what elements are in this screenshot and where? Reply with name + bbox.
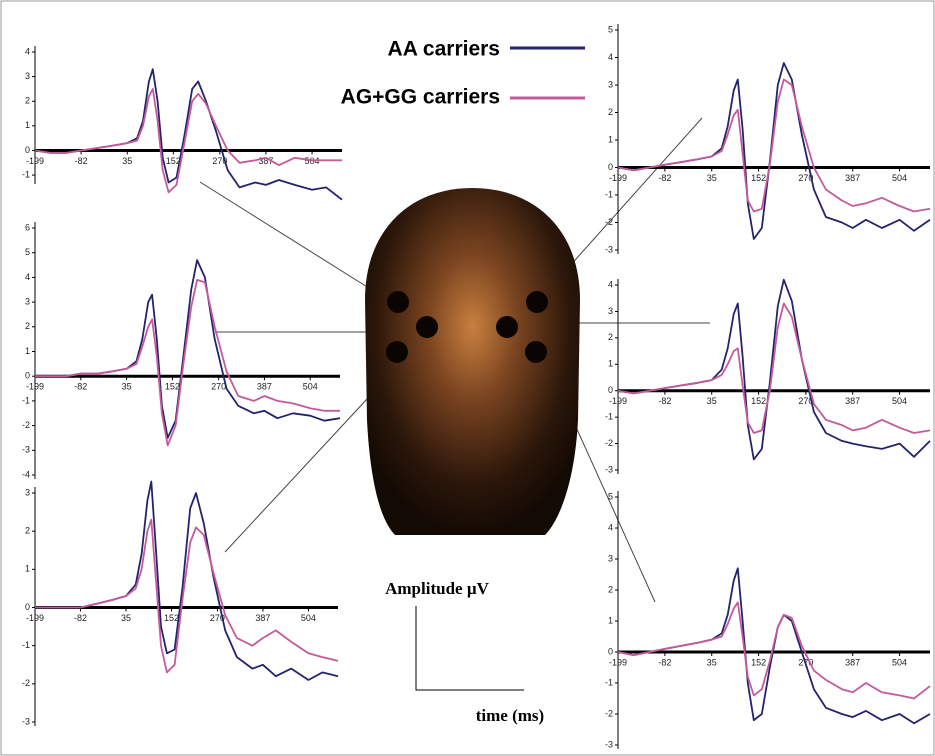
y-tick-label: 4 [25,272,30,282]
y-tick-label: -3 [605,244,613,254]
y-tick-label: -1 [22,169,30,179]
y-tick-label: 6 [25,222,30,232]
x-tick-label: 35 [122,156,132,166]
x-tick-label: 387 [257,382,272,392]
x-tick-label: 152 [164,613,179,623]
x-tick-label: 35 [121,613,131,623]
x-tick-label: -82 [658,173,671,183]
y-tick-label: 0 [608,646,613,656]
y-tick-label: 0 [25,602,30,612]
x-tick-label: 504 [892,396,907,406]
x-tick-label: -82 [658,396,671,406]
y-tick-label: -1 [605,412,613,422]
x-tick-label: 152 [751,173,766,183]
x-tick-label: -82 [74,382,87,392]
x-tick-label: -199 [26,382,44,392]
x-tick-label: 387 [845,396,860,406]
y-tick-label: 0 [608,162,613,172]
y-tick-label: -1 [605,189,613,199]
y-tick-label: 2 [25,321,30,331]
y-tick-label: 3 [25,487,30,497]
y-tick-label: 2 [25,96,30,106]
y-tick-label: 1 [608,134,613,144]
x-tick-label: 504 [892,657,907,667]
y-tick-label: 5 [608,491,613,501]
y-tick-label: 1 [25,120,30,130]
y-tick-label: 4 [608,279,613,289]
y-tick-label: 0 [608,385,613,395]
y-tick-label: 1 [608,615,613,625]
y-tick-label: 2 [25,526,30,536]
y-tick-label: -3 [605,464,613,474]
y-tick-label: -4 [22,469,30,479]
x-tick-label: 504 [301,613,316,623]
x-tick-label: -199 [609,657,627,667]
y-tick-label: -1 [605,677,613,687]
y-tick-label: 3 [608,306,613,316]
figure: AA carriers AG+GG carriers Amplitude µV … [0,0,935,756]
y-tick-label: 0 [25,371,30,381]
y-tick-label: 2 [608,332,613,342]
x-tick-label: -82 [658,657,671,667]
y-tick-label: -1 [22,640,30,650]
legend-label: AA carriers [388,38,500,61]
y-tick-label: 5 [608,24,613,34]
y-tick-label: -3 [605,739,613,749]
y-tick-label: 1 [25,564,30,574]
y-tick-label: 4 [608,52,613,62]
y-tick-label: 0 [25,145,30,155]
amplitude-label: Amplitude µV [385,579,489,598]
time-label: time (ms) [476,706,544,725]
y-tick-label: -2 [605,438,613,448]
x-tick-label: 504 [303,382,318,392]
y-tick-label: -3 [22,445,30,455]
x-tick-label: 504 [892,173,907,183]
x-tick-label: -82 [75,156,88,166]
y-tick-label: 3 [608,553,613,563]
x-tick-label: -199 [609,396,627,406]
x-tick-label: 152 [165,382,180,392]
y-tick-label: 4 [608,522,613,532]
x-tick-label: 152 [751,396,766,406]
y-tick-label: 4 [25,46,30,56]
y-tick-label: -2 [605,217,613,227]
y-tick-label: 1 [25,346,30,356]
x-tick-label: 35 [122,382,132,392]
x-tick-label: 270 [211,382,226,392]
x-tick-label: -199 [609,173,627,183]
y-tick-label: -2 [22,678,30,688]
y-tick-label: 5 [25,247,30,257]
y-tick-label: -1 [22,395,30,405]
y-tick-label: -3 [22,716,30,726]
x-tick-label: 387 [845,657,860,667]
x-tick-label: 35 [707,657,717,667]
x-tick-label: 387 [255,613,270,623]
x-tick-label: -199 [26,156,44,166]
y-tick-label: 2 [608,584,613,594]
x-tick-label: 35 [707,396,717,406]
y-tick-label: -2 [22,420,30,430]
y-tick-label: 2 [608,107,613,117]
x-tick-label: -199 [26,613,44,623]
x-tick-label: 35 [707,173,717,183]
y-tick-label: 3 [25,296,30,306]
legend-label: AG+GG carriers [341,86,500,109]
x-tick-label: -82 [74,613,87,623]
x-tick-label: 152 [751,657,766,667]
y-tick-label: 3 [608,79,613,89]
x-tick-label: 387 [845,173,860,183]
y-tick-label: 3 [25,71,30,81]
y-tick-label: -2 [605,708,613,718]
y-tick-label: 1 [608,359,613,369]
